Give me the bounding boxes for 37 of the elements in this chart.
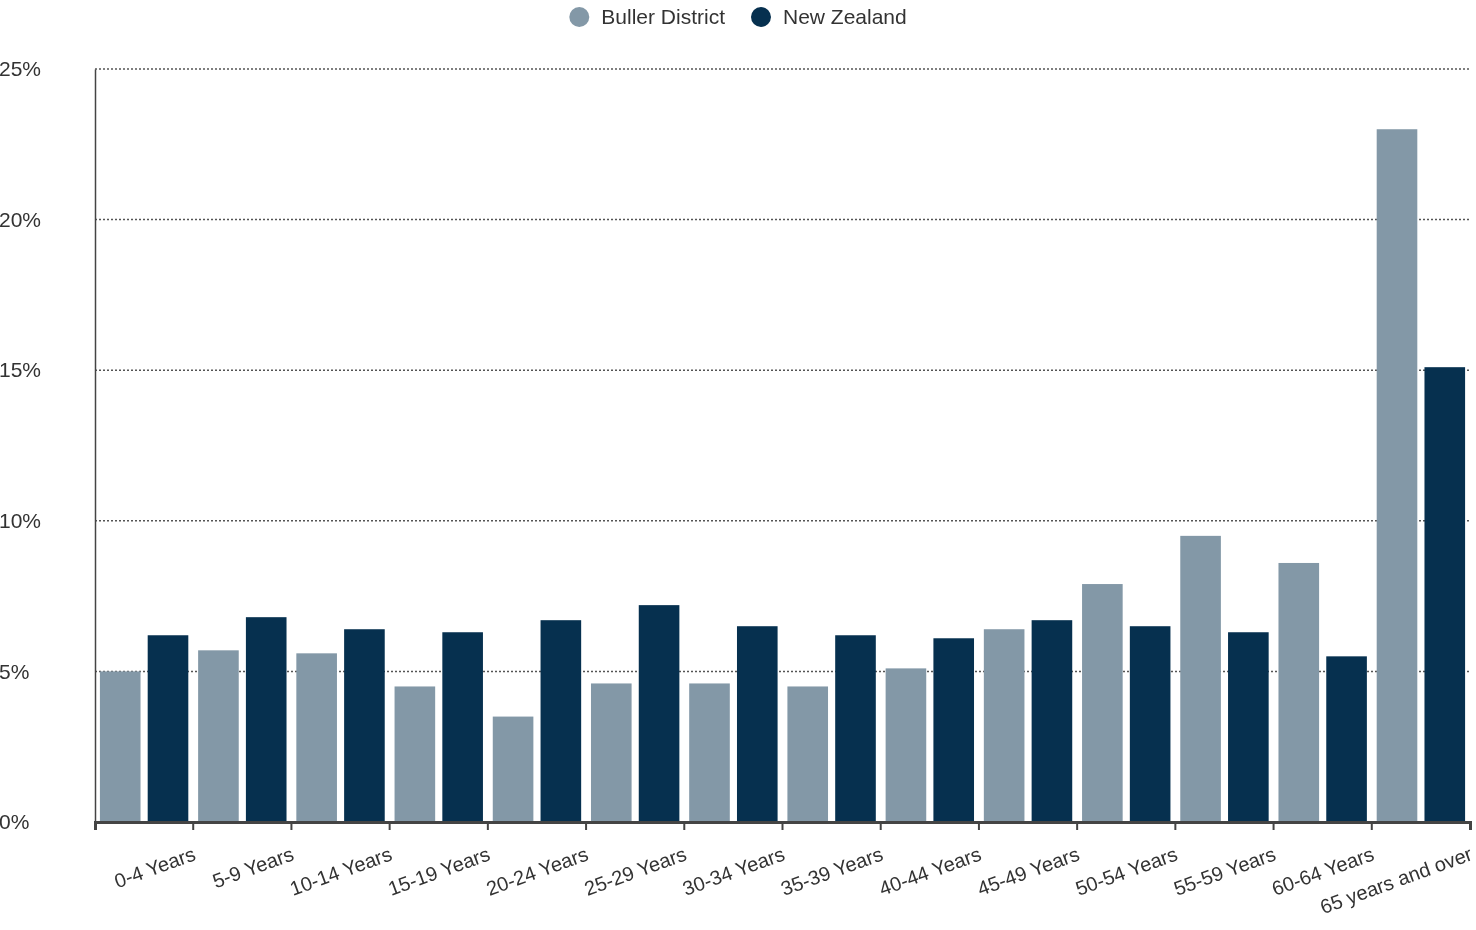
bar <box>835 635 876 822</box>
y-tick-label: 10% <box>0 509 42 533</box>
bar <box>1082 584 1123 822</box>
y-tick-label: 15% <box>0 358 42 382</box>
bar <box>1424 367 1466 822</box>
bar <box>442 632 483 822</box>
bar <box>689 683 730 822</box>
bar <box>540 620 582 822</box>
bar <box>590 683 632 822</box>
bar <box>147 635 189 822</box>
bar <box>99 671 141 822</box>
bar <box>1228 632 1269 822</box>
y-tick-label: 5% <box>0 659 30 683</box>
bar <box>1376 129 1418 822</box>
bar <box>787 686 829 822</box>
bar <box>933 638 975 822</box>
bar <box>1031 620 1073 822</box>
legend-label: Buller District <box>601 5 726 28</box>
y-tick-label: 20% <box>0 207 42 231</box>
bar <box>983 629 1025 822</box>
bar <box>394 686 436 822</box>
bar <box>198 650 239 822</box>
x-tick-label: 0-4 Years <box>111 842 199 893</box>
bar <box>344 629 385 822</box>
bar <box>245 617 287 822</box>
bar <box>1180 535 1221 822</box>
legend-label: New Zealand <box>782 5 907 28</box>
bar <box>492 716 534 822</box>
bar <box>885 668 927 822</box>
bar <box>1278 562 1320 822</box>
bar <box>638 605 680 822</box>
y-tick-label: 0% <box>0 810 30 834</box>
bar <box>296 653 337 822</box>
bar <box>1326 656 1367 822</box>
y-tick-label: 25% <box>0 57 42 81</box>
bar <box>736 626 778 822</box>
bar <box>1129 626 1171 822</box>
